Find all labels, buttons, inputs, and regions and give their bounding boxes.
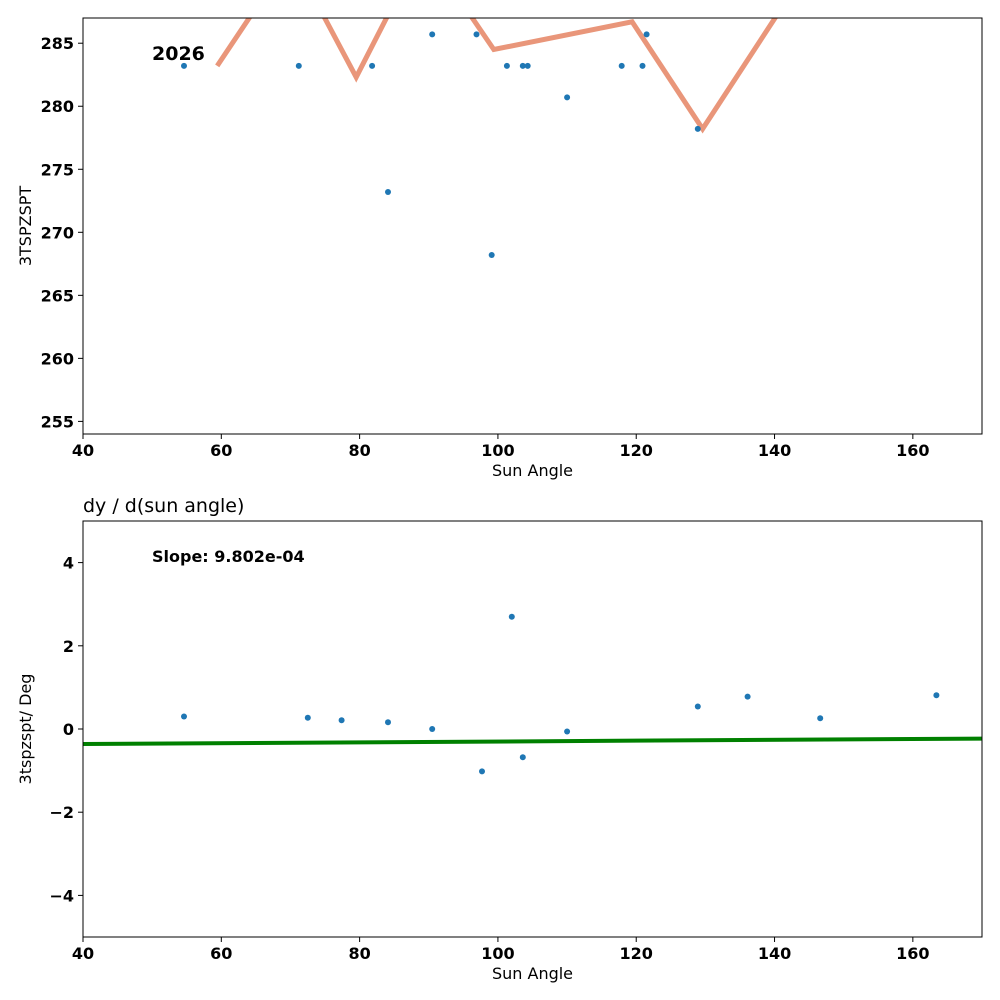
top-x-tick-label: 60 [210, 441, 232, 460]
top-y-tick-label: 285 [41, 34, 74, 53]
bottom-x-tick-label: 80 [348, 944, 370, 963]
top-scatter-point [429, 31, 436, 38]
bottom-y-tick-label: 0 [63, 720, 74, 739]
bottom-ticks: 40 60 80 100 120 140 160 −4 −2 0 2 4 [49, 554, 929, 963]
bottom-scatter-point [429, 726, 436, 732]
bottom-plot-area [83, 613, 982, 775]
bottom-scatter-point [564, 728, 571, 735]
top-annotation: 2026 [152, 43, 205, 65]
bottom-x-tick-label: 100 [481, 944, 514, 963]
bottom-scatter-point [181, 713, 187, 720]
bottom-scatter-point [508, 613, 515, 620]
top-x-tick-label: 100 [481, 441, 514, 460]
bottom-scatter-point [479, 768, 485, 775]
bottom-slope-annotation: Slope: 9.802e-04 [152, 547, 305, 566]
top-x-tick-label: 80 [348, 441, 370, 460]
top-scatter-point [385, 189, 391, 195]
bottom-series-line [83, 736, 982, 746]
bottom-plot-frame [82, 520, 983, 938]
bottom-chart: 40 60 80 100 120 140 160 −4 −2 0 2 4 dy / d(sun ang… [16, 495, 983, 983]
top-y-tick-label: 265 [41, 286, 74, 305]
top-plot-frame [82, 17, 983, 435]
top-ticks: 40 60 80 100 120 140 160 255 260 265 270 275 280 285 [41, 34, 930, 460]
top-chart: 40 60 80 100 120 140 160255260265270275280285 … [16, 17, 983, 480]
top-x-tick-label: 120 [620, 441, 653, 460]
bottom-y-tick-label: 4 [63, 554, 74, 573]
bottom-chart-title: dy / d(sun angle) [83, 495, 244, 517]
top-scatter-point [503, 62, 510, 69]
top-y-tick-label: 260 [41, 349, 74, 368]
top-x-tick-label: 40 [72, 441, 94, 460]
top-scatter-point [369, 62, 376, 69]
top-y-tick-label: 270 [41, 223, 74, 242]
top-x-tick-label: 140 [758, 441, 791, 460]
bottom-scatter-point [817, 715, 824, 722]
bottom-y-axis-label: 3tspzspt/ Deg [16, 674, 35, 785]
bottom-scatter-point [744, 693, 751, 700]
top-scatter-point [181, 62, 187, 69]
top-scatter-point [524, 62, 531, 69]
top-y-axis-label: 3TSPZSPT [16, 186, 35, 267]
bottom-scatter-point [338, 717, 345, 724]
top-scatter-point [564, 94, 571, 101]
bottom-y-tick-label: −4 [49, 886, 74, 905]
bottom-x-tick-label: 120 [620, 944, 653, 963]
top-x-tick-label: 160 [896, 441, 929, 460]
bottom-x-tick-label: 40 [72, 944, 94, 963]
top-scatter-point [519, 62, 526, 69]
bottom-x-axis-label: Sun Angle [492, 964, 573, 983]
top-x-axis-label: Sun Angle [492, 461, 573, 480]
bottom-x-tick-label: 140 [758, 944, 791, 963]
top-y-tick-label: 280 [41, 97, 74, 116]
top-plot-area [181, 18, 779, 258]
top-y-tick-label: 275 [41, 160, 74, 179]
top-scatter-point [639, 62, 646, 69]
top-y-tick-label: 255 [41, 412, 74, 431]
bottom-y-tick-label: 2 [63, 637, 74, 656]
bottom-x-tick-label: 160 [896, 944, 929, 963]
bottom-scatter-point [304, 714, 311, 721]
bottom-scatter-point [694, 703, 701, 710]
top-scatter-point [488, 252, 495, 258]
bottom-scatter-point [519, 754, 526, 761]
top-scatter-point [643, 31, 650, 38]
top-scatter-point [694, 125, 701, 132]
bottom-y-tick-label: −2 [49, 803, 74, 822]
bottom-x-tick-label: 60 [210, 944, 232, 963]
bottom-scatter-point [385, 719, 391, 726]
top-series-line [215, 18, 779, 134]
top-scatter-point [618, 62, 625, 69]
top-scatter-point [295, 62, 302, 69]
top-scatter-point [473, 31, 480, 38]
bottom-scatter-point [933, 692, 940, 699]
